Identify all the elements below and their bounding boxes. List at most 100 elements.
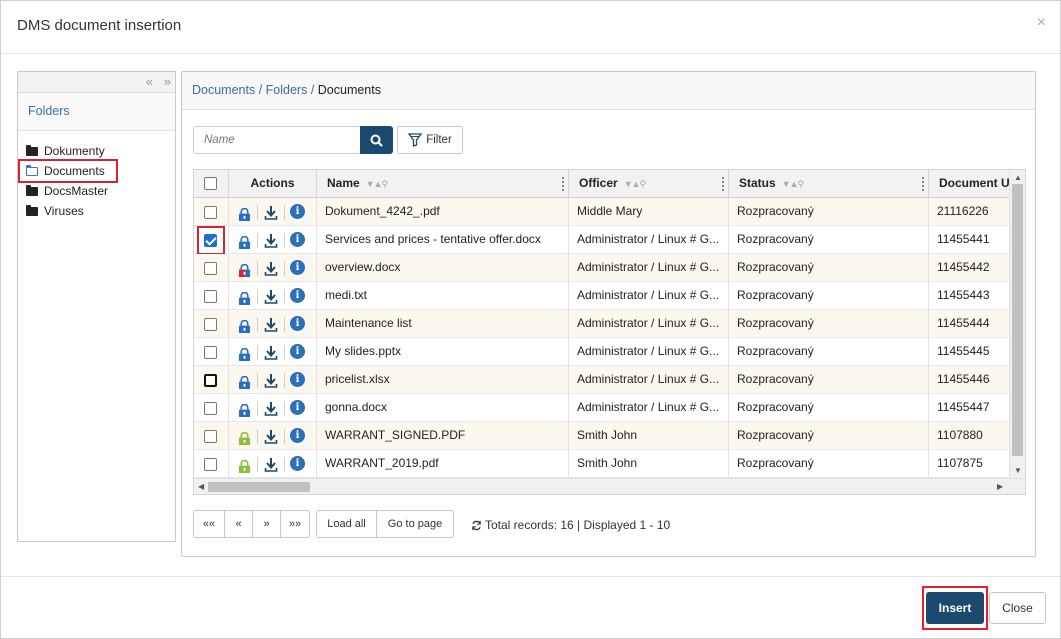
table-row[interactable]: i gonna.docx Administrator / Linux # G... R… xyxy=(194,394,1010,422)
download-icon[interactable] xyxy=(264,456,278,472)
row-checkbox[interactable] xyxy=(204,318,217,331)
folder-item[interactable]: Documents xyxy=(18,159,118,183)
search-button[interactable] xyxy=(360,126,393,154)
breadcrumb-documents-link[interactable]: Documents xyxy=(192,83,256,97)
table-row[interactable]: i pricelist.xlsx Administrator / Linux # G… xyxy=(194,366,1010,394)
info-icon[interactable]: i xyxy=(290,400,305,415)
row-checkbox[interactable] xyxy=(204,346,217,359)
table-row[interactable]: i Services and prices - tentative offer.d… xyxy=(194,226,1010,254)
select-all-checkbox[interactable] xyxy=(204,177,217,190)
column-status[interactable]: Status ▼▲⚲ xyxy=(729,170,929,198)
lock-icon[interactable] xyxy=(238,373,251,390)
lock-icon[interactable] xyxy=(238,205,251,222)
column-officer[interactable]: Officer ▼▲⚲ xyxy=(569,170,729,198)
lock-icon[interactable] xyxy=(238,233,251,250)
lock-icon[interactable] xyxy=(238,345,251,362)
close-icon[interactable]: × xyxy=(1036,14,1046,31)
row-checkbox[interactable] xyxy=(204,458,217,471)
refresh-icon[interactable] xyxy=(471,520,482,531)
download-icon[interactable] xyxy=(264,428,278,444)
table-row[interactable]: i My slides.pptx Administrator / Linux # G… xyxy=(194,338,1010,366)
info-icon[interactable]: i xyxy=(290,372,305,387)
expand-right-icon[interactable]: » xyxy=(163,74,171,89)
breadcrumb-folders-link[interactable]: Folders xyxy=(265,83,308,97)
row-checkbox[interactable] xyxy=(204,206,217,219)
table-row[interactable]: i medi.txt Administrator / Linux # G... Roz… xyxy=(194,282,1010,310)
lock-icon[interactable] xyxy=(238,429,251,446)
column-document[interactable]: Document U xyxy=(939,176,1010,190)
collapse-left-icon[interactable]: « xyxy=(145,74,153,89)
column-resize-grip[interactable] xyxy=(922,177,924,191)
folder-label: Documents xyxy=(44,164,105,178)
download-icon[interactable] xyxy=(264,316,278,332)
lock-icon[interactable] xyxy=(238,401,251,418)
download-icon[interactable] xyxy=(264,204,278,220)
vertical-scroll-thumb[interactable] xyxy=(1012,184,1023,456)
table-row[interactable]: i overview.docx Administrator / Linux # G.… xyxy=(194,254,1010,282)
filter-button[interactable]: Filter xyxy=(397,126,463,154)
lock-icon[interactable] xyxy=(238,261,251,278)
last-page-button[interactable]: »» xyxy=(280,510,310,538)
actions-cell: i xyxy=(229,198,317,226)
folder-item[interactable]: Viruses xyxy=(26,201,175,221)
close-button[interactable]: Close xyxy=(989,592,1046,624)
folder-icon xyxy=(26,184,38,196)
first-page-button[interactable]: «« xyxy=(193,510,225,538)
folders-panel-toolbar: « » xyxy=(18,72,175,93)
scroll-right-icon[interactable]: ▶ xyxy=(997,482,1004,491)
sort-filter-icon[interactable]: ▼▲⚲ xyxy=(365,179,388,189)
column-resize-grip[interactable] xyxy=(722,177,724,191)
row-checkbox[interactable] xyxy=(204,262,217,275)
row-checkbox[interactable] xyxy=(204,374,217,387)
lock-icon[interactable] xyxy=(238,457,251,474)
lock-icon[interactable] xyxy=(238,317,251,334)
info-icon[interactable]: i xyxy=(290,204,305,219)
table-row[interactable]: i Maintenance list Administrator / Linux #… xyxy=(194,310,1010,338)
row-checkbox[interactable] xyxy=(204,234,217,247)
download-icon[interactable] xyxy=(264,372,278,388)
load-all-button[interactable]: Load all xyxy=(316,510,377,538)
sort-filter-icon[interactable]: ▼▲⚲ xyxy=(623,179,646,189)
actions-cell: i xyxy=(229,254,317,282)
row-checkbox[interactable] xyxy=(204,290,217,303)
table-row[interactable]: i WARRANT_SIGNED.PDF Smith John Rozpracovan… xyxy=(194,422,1010,450)
table-row[interactable]: i Dokument_4242_.pdf Middle Mary Rozpracova… xyxy=(194,198,1010,226)
scroll-left-icon[interactable]: ◀ xyxy=(198,482,205,491)
lock-icon[interactable] xyxy=(238,289,251,306)
info-icon[interactable]: i xyxy=(290,288,305,303)
info-icon[interactable]: i xyxy=(290,428,305,443)
go-to-page-button[interactable]: Go to page xyxy=(376,510,454,538)
folder-icon xyxy=(26,144,38,156)
insert-button[interactable]: Insert xyxy=(926,592,984,624)
prev-page-button[interactable]: « xyxy=(224,510,253,538)
folder-item[interactable]: Dokumenty xyxy=(26,141,175,161)
row-checkbox[interactable] xyxy=(204,430,217,443)
action-separator xyxy=(284,457,285,472)
next-page-button[interactable]: » xyxy=(252,510,281,538)
row-checkbox[interactable] xyxy=(204,402,217,415)
scroll-up-icon[interactable]: ▲ xyxy=(1014,173,1022,182)
horizontal-scroll-thumb[interactable] xyxy=(208,482,310,492)
sort-filter-icon[interactable]: ▼▲⚲ xyxy=(781,179,804,189)
info-icon[interactable]: i xyxy=(290,344,305,359)
column-resize-grip[interactable] xyxy=(562,177,564,191)
info-icon[interactable]: i xyxy=(290,260,305,275)
info-icon[interactable]: i xyxy=(290,316,305,331)
table-row[interactable]: i WARRANT_2019.pdf Smith John Rozpracovaný 1… xyxy=(194,450,1010,478)
scroll-down-icon[interactable]: ▼ xyxy=(1014,466,1022,475)
column-name[interactable]: Name ▼▲⚲ xyxy=(317,170,569,198)
action-separator xyxy=(257,289,258,304)
grid-header: Actions Name ▼▲⚲ Officer ▼▲⚲ Status ▼▲⚲ Doc… xyxy=(194,170,1010,198)
info-icon[interactable]: i xyxy=(290,232,305,247)
download-icon[interactable] xyxy=(264,260,278,276)
horizontal-scrollbar[interactable]: ◀ ▶ xyxy=(194,478,1025,494)
folder-item[interactable]: DocsMaster xyxy=(26,181,175,201)
vertical-scrollbar[interactable]: ▲ ▼ xyxy=(1009,170,1025,480)
info-icon[interactable]: i xyxy=(290,456,305,471)
download-icon[interactable] xyxy=(264,288,278,304)
column-name-label: Name xyxy=(327,176,360,190)
download-icon[interactable] xyxy=(264,400,278,416)
download-icon[interactable] xyxy=(264,344,278,360)
search-input[interactable] xyxy=(194,127,360,153)
download-icon[interactable] xyxy=(264,232,278,248)
